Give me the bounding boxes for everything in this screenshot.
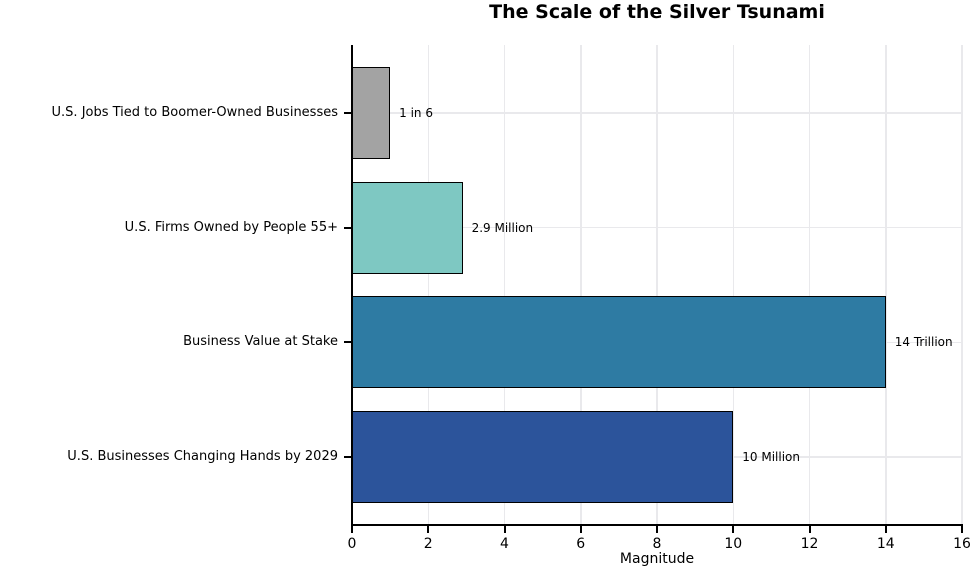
- x-axis-tick-label: 10: [724, 536, 743, 552]
- gridline-vertical: [427, 45, 429, 525]
- x-axis-tick-label: 4: [500, 536, 509, 552]
- bar: [352, 296, 886, 389]
- gridline-vertical: [580, 45, 582, 525]
- gridline-vertical: [732, 45, 734, 525]
- gridline-horizontal: [352, 226, 962, 229]
- bar-value-label: 10 Million: [742, 450, 800, 465]
- x-axis-tick-label: 2: [423, 536, 433, 552]
- x-axis-tick-label: 16: [953, 536, 971, 552]
- bar: [352, 66, 391, 159]
- y-axis-category-label: U.S. Jobs Tied to Boomer-Owned Businesse…: [51, 104, 338, 120]
- chart-title: The Scale of the Silver Tsunami: [489, 1, 825, 23]
- y-axis-category-label: U.S. Businesses Changing Hands by 2029: [67, 449, 338, 465]
- x-axis-label: Magnitude: [619, 551, 695, 567]
- gridline-vertical: [503, 45, 506, 525]
- x-axis-spine: [351, 524, 963, 526]
- y-axis-tick: [344, 456, 351, 459]
- x-axis-tick: [427, 526, 430, 533]
- x-axis-tick-label: 8: [652, 536, 662, 552]
- x-axis-tick: [884, 526, 887, 533]
- plot-area: 0 2 4 6 8 10 12 14 16 U.S. Jobs Tied to Boomer-Ow…: [52, 45, 971, 552]
- bar-value-label: 14 Trillion: [894, 335, 953, 350]
- x-axis-tick-label: 14: [876, 536, 895, 552]
- x-axis-tick-label: 12: [800, 536, 819, 552]
- y-axis-tick: [344, 226, 351, 229]
- gridline-vertical: [808, 45, 811, 525]
- bar-value-label: 1 in 6: [399, 105, 433, 120]
- gridline-vertical: [885, 45, 887, 525]
- x-axis-tick: [656, 526, 658, 533]
- y-axis-spine: [351, 45, 353, 526]
- bar: [352, 181, 463, 274]
- y-axis-tick: [344, 111, 351, 114]
- x-axis-tick-label: 0: [347, 536, 357, 552]
- y-axis-category-label: Business Value at Stake: [183, 334, 338, 350]
- x-axis-tick: [732, 526, 735, 533]
- bar: [352, 411, 734, 504]
- x-axis-tick-label: 6: [576, 536, 586, 552]
- y-axis-category-label: U.S. Firms Owned by People 55+: [124, 219, 338, 235]
- x-axis-tick: [808, 526, 811, 533]
- gridline-horizontal: [352, 112, 962, 114]
- x-axis-tick: [351, 526, 353, 533]
- x-axis-tick: [579, 526, 582, 533]
- x-axis-tick: [961, 526, 963, 533]
- x-axis-tick: [503, 526, 506, 533]
- y-axis-tick: [344, 341, 351, 344]
- gridline-vertical: [656, 45, 658, 525]
- bar-value-label: 2.9 Million: [471, 220, 534, 235]
- gridline-vertical: [961, 45, 963, 525]
